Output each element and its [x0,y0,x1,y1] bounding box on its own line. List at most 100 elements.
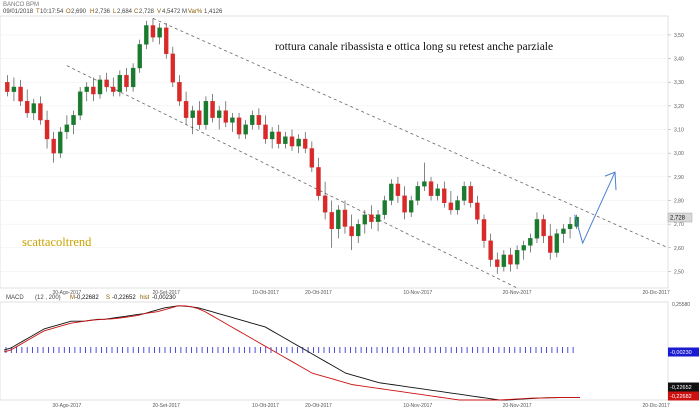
candle [58,127,63,158]
candle [461,181,467,206]
macd-axis: 0,25580 -0,00230 -0,22652 -0,22682 [668,302,699,401]
header-volume: 4,5472 M [162,9,187,15]
projection-arrow-head [604,171,617,191]
price-date-axis: 30-Ago-2017 20-Set-2017 10-Ott-2017 20-Ott-… [52,290,670,296]
candle [442,181,447,208]
candle [276,124,281,149]
candle [475,195,480,225]
candle [534,212,540,244]
candle [216,105,222,130]
price-tick-label: 3,20 [674,104,684,110]
macd-date-label: 10-Ott-2017 [252,403,279,409]
candle [5,75,10,97]
price-axis: 2,50 2,60 2,70 2,80 2,90 3,00 3,10 3,20 3,30 3,40… [668,33,684,275]
candle [11,77,17,102]
price-tick-label: 3,50 [674,33,684,39]
macd-s-value-label-box [668,391,699,401]
price-tick-label: 2,80 [674,198,684,204]
annotation-text: rottura canale ribassista e ottica long … [275,41,553,53]
candle [44,110,50,149]
candle [117,70,123,97]
candle [521,240,526,260]
candle [256,108,262,130]
candle [303,131,308,154]
chart-header: BANCO BPM 09/01/2018 T 10:17:54 O 2,690 … [3,2,223,15]
candle [250,110,255,130]
price-tick-label: 3,00 [674,151,684,157]
candle [31,98,36,121]
channel-lines [66,17,669,289]
watermark: scattacoltrend [22,235,92,249]
header-time: 10:17:54 [40,9,64,15]
candle [77,86,83,121]
candle [389,179,394,206]
candle [203,96,209,130]
candle [91,77,96,102]
macd-m-value: -0,22682 [75,295,99,301]
candle [230,112,235,132]
header-close: 2,728 [139,9,155,15]
price-tick-label: 3,10 [674,128,684,134]
header-high: 2,736 [95,9,111,15]
price-date-label: 30-Ago-2017 [52,290,81,296]
header-volume-key: V [157,9,161,15]
macd-m-value-label-box [668,382,699,392]
candle [177,75,182,106]
candle [18,79,23,106]
candle [183,91,189,125]
candle [137,39,142,73]
macd-date-label: 30-Ago-2017 [52,403,81,409]
last-price-badge [667,212,693,223]
candle [481,214,487,248]
candle [422,162,427,192]
candle [508,247,513,272]
candle [342,200,348,234]
price-gridlines [0,34,668,272]
macd-header: MACD (12 , 200) M -0,22682 S -0,22652 hi… [6,295,176,301]
candle [501,250,507,272]
candle [150,18,156,43]
price-panel: 2,50 2,60 2,70 2,80 2,90 3,00 3,10 3,20 3,30 3,40… [0,15,693,289]
candle [289,129,295,151]
last-price-label: 2,728 [670,216,686,222]
candle [197,101,202,130]
price-date-label: 20-Ott-2017 [305,290,332,296]
header-open-key: O [66,9,71,15]
candle [402,186,407,220]
header-high-key: H [90,9,94,15]
candle [528,233,533,253]
candle [349,214,354,251]
header-open: 2,690 [71,9,87,15]
header-low: 2,684 [117,9,133,15]
candle [369,205,374,229]
candle [322,181,328,220]
candle [111,77,116,97]
macd-tick-label: 0,25580 [672,302,690,308]
candle [97,75,103,99]
header-low-key: L [113,9,117,15]
candle [236,112,242,139]
channel-upper-line [152,17,669,249]
macd-hist-value-label-box [668,347,699,357]
candle [514,245,520,270]
candle [38,96,43,125]
projection-arrow-path [574,171,616,245]
macd-hist-key: hist [140,295,150,301]
candle [71,110,76,135]
price-date-label: 20-Nov-2017 [503,290,532,296]
candle [269,127,275,149]
candle [548,224,553,260]
candle [468,181,473,208]
candle [309,141,315,173]
symbol-label: BANCO BPM [3,2,39,8]
macd-date-label: 20-Ott-2017 [305,403,332,409]
macd-title: MACD [6,295,24,301]
price-tick-label: 2,70 [674,222,684,228]
macd-date-label: 10-Nov-2017 [403,403,432,409]
candle [170,46,176,87]
candle [24,89,30,118]
candle [448,191,454,215]
macd-date-label: 20-Set-2017 [152,403,180,409]
candles [5,18,579,274]
candle [554,228,560,258]
